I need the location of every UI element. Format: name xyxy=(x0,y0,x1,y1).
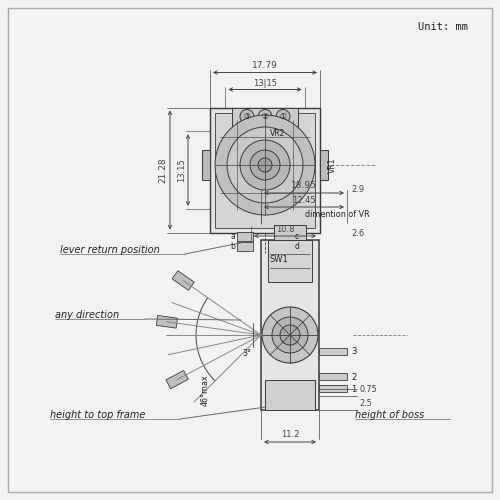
Circle shape xyxy=(262,307,318,363)
Text: 12.45: 12.45 xyxy=(292,196,316,205)
Bar xyxy=(320,150,328,180)
Text: 17.79: 17.79 xyxy=(252,60,278,70)
Bar xyxy=(237,232,253,240)
Bar xyxy=(277,242,293,250)
Bar xyxy=(319,348,347,355)
FancyBboxPatch shape xyxy=(156,316,178,328)
Circle shape xyxy=(240,140,290,190)
Text: height to top frame: height to top frame xyxy=(50,410,146,420)
Text: 13.15: 13.15 xyxy=(177,158,186,182)
Bar xyxy=(268,240,312,282)
Text: any direction: any direction xyxy=(55,310,119,320)
Text: VR1: VR1 xyxy=(328,158,336,172)
Text: 0.75: 0.75 xyxy=(359,386,377,394)
Text: 18.95: 18.95 xyxy=(291,181,317,190)
Bar xyxy=(202,150,210,180)
Text: 1: 1 xyxy=(351,384,356,394)
Circle shape xyxy=(280,325,300,345)
Text: b: b xyxy=(230,242,235,251)
Circle shape xyxy=(227,127,303,203)
Text: 46°max: 46°max xyxy=(201,374,210,406)
Text: 3°: 3° xyxy=(242,348,252,358)
Circle shape xyxy=(250,150,280,180)
FancyBboxPatch shape xyxy=(172,270,194,290)
Text: 2.5: 2.5 xyxy=(359,398,372,407)
Text: d: d xyxy=(294,242,300,251)
Text: ③: ③ xyxy=(244,112,250,121)
Text: 3: 3 xyxy=(351,348,356,356)
Bar xyxy=(274,225,306,240)
Circle shape xyxy=(276,110,290,124)
Text: dimention of VR: dimention of VR xyxy=(305,210,370,219)
Text: 21.28: 21.28 xyxy=(158,157,167,183)
Text: a: a xyxy=(230,232,235,241)
Bar xyxy=(277,232,293,240)
Text: 11.2: 11.2 xyxy=(281,430,299,439)
Text: ②: ② xyxy=(262,112,268,121)
Text: Unit: mm: Unit: mm xyxy=(418,22,468,32)
Text: 2: 2 xyxy=(351,372,356,382)
Circle shape xyxy=(272,317,308,353)
Circle shape xyxy=(215,115,315,215)
Text: 2.9: 2.9 xyxy=(351,186,364,194)
FancyBboxPatch shape xyxy=(166,370,188,388)
Bar xyxy=(232,108,298,126)
Text: 13|15: 13|15 xyxy=(253,78,277,88)
Text: ①: ① xyxy=(280,112,286,121)
Bar xyxy=(237,242,253,250)
Text: SW1: SW1 xyxy=(270,254,289,264)
Text: 10.8: 10.8 xyxy=(276,225,294,234)
Text: lever return position: lever return position xyxy=(60,245,160,255)
Text: VR2: VR2 xyxy=(270,128,285,138)
Circle shape xyxy=(258,110,272,124)
Bar xyxy=(319,373,347,380)
Bar xyxy=(261,240,319,410)
Bar xyxy=(215,112,315,228)
Text: height of boss: height of boss xyxy=(355,410,424,420)
Circle shape xyxy=(240,110,254,124)
Circle shape xyxy=(258,158,272,172)
Bar xyxy=(210,108,320,232)
Text: 2.6: 2.6 xyxy=(351,230,364,238)
Bar xyxy=(265,380,315,410)
Bar xyxy=(319,385,347,392)
Text: c: c xyxy=(295,232,299,241)
